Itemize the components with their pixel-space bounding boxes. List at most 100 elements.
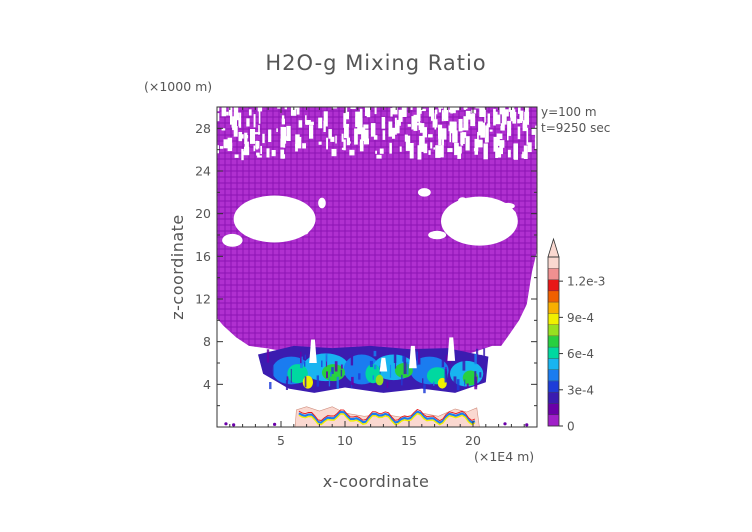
moisture-streak [330, 371, 332, 377]
surface-speck [232, 423, 236, 427]
upper-gap-streak [346, 137, 350, 146]
moisture-streak [422, 378, 424, 385]
dry-cell-fragment [490, 235, 501, 239]
upper-gap-streak [474, 138, 478, 155]
upper-gap-streak [519, 110, 524, 121]
upper-gap-streak [507, 120, 512, 136]
upper-gap-streak [396, 119, 400, 134]
x-tick-label: 10 [337, 433, 353, 448]
colorbar-level [548, 290, 559, 303]
moisture-cell [302, 375, 313, 389]
upper-gap-streak [257, 155, 262, 158]
chart-title: H2O-g Mixing Ratio [265, 51, 486, 75]
upper-gap-streak [420, 123, 425, 133]
colorbar-level [548, 268, 559, 280]
moisture-cell [375, 374, 384, 386]
moisture-streak [483, 348, 486, 359]
surface-speck [273, 422, 277, 426]
upper-gap-streak [403, 107, 405, 110]
upper-gap-streak [345, 107, 348, 112]
moisture-streak [321, 360, 323, 368]
upper-gap-streak [330, 136, 335, 142]
upper-gap-streak [496, 133, 500, 146]
moisture-streak [340, 364, 343, 369]
plot-frame [216, 106, 538, 428]
upper-gap-streak [250, 129, 256, 144]
moisture-streak [441, 358, 445, 368]
upper-gap-streak [522, 120, 528, 132]
upper-gap-streak [281, 118, 285, 125]
upper-gap-streak [258, 125, 260, 135]
annotation-time: t=9250 sec [541, 121, 610, 135]
upper-gap-streak [392, 127, 396, 139]
upper-gap-streak [295, 143, 298, 152]
upper-gap-streak [281, 115, 285, 122]
colorbar-tick-label: 9e-4 [567, 311, 594, 325]
upper-gap-streak [486, 123, 491, 128]
upper-gap-streak [239, 112, 242, 128]
moisture-streak [462, 357, 466, 371]
colorbar-level [548, 302, 559, 314]
upper-gap-streak [262, 133, 265, 144]
colorbar-level [548, 392, 559, 404]
moisture-streak [445, 367, 447, 374]
dry-cell-fragment [246, 203, 256, 210]
upper-gap-streak [331, 107, 337, 109]
surface-speck [525, 423, 529, 427]
upper-gap-streak [478, 139, 483, 148]
upper-gap-streak [422, 129, 425, 146]
dry-cell-fragment [256, 228, 266, 238]
moisture-cell [287, 364, 308, 384]
upper-gap-streak [359, 108, 363, 121]
upper-gap-streak [349, 141, 351, 144]
upper-gap-streak [246, 118, 250, 127]
upper-gap-streak [454, 142, 459, 156]
upper-gap-streak [219, 146, 224, 149]
colorbar-tick-label: 0 [567, 420, 575, 434]
colorbar-tick-label: 6e-4 [567, 347, 594, 361]
upper-gap-streak [230, 142, 233, 148]
surface-moisture-contour-outer [298, 408, 476, 422]
upper-gap-streak [405, 135, 411, 151]
upper-gap-streak [244, 146, 250, 156]
moisture-streak [304, 354, 306, 359]
upper-gap-streak [381, 117, 386, 129]
upper-gap-streak [470, 113, 476, 127]
upper-gap-streak [305, 120, 311, 125]
moisture-streak [406, 361, 409, 375]
moisture-streak [433, 381, 435, 386]
moisture-streak [373, 364, 377, 370]
upper-gap-streak [419, 135, 425, 152]
upper-gap-streak [361, 127, 366, 141]
upper-gap-streak [463, 116, 469, 131]
upper-gap-streak [518, 107, 521, 114]
dry-cell-fragment [302, 224, 310, 235]
upper-gap-streak [443, 107, 449, 121]
upper-gap-streak [497, 151, 502, 158]
upper-gap-streak [310, 121, 314, 125]
upper-gap-streak [493, 108, 496, 126]
upper-gap-streak [253, 114, 256, 128]
moisture-streak [474, 353, 477, 365]
upper-gap-streak [326, 137, 328, 150]
colorbar-frame [547, 256, 560, 427]
upper-gap-streak [283, 136, 289, 141]
moisture-streak [286, 376, 289, 381]
upper-gap-streak [526, 127, 529, 145]
upper-gap-streak [430, 142, 433, 149]
surface-moisture-contour [298, 410, 476, 424]
colorbar-level [548, 257, 559, 269]
upper-gap-streak [241, 148, 244, 161]
upper-gap-streak [478, 121, 483, 136]
upper-gap-streak [499, 107, 505, 115]
dry-cell-fragment [477, 196, 493, 207]
upper-gap-streak [268, 129, 272, 142]
moisture-streak [274, 368, 276, 377]
moisture-streak [476, 348, 479, 359]
colorbar-level [548, 313, 559, 325]
upper-gap-streak [417, 145, 422, 160]
dry-cell-fragment [488, 211, 496, 218]
upper-gap-streak [370, 123, 376, 137]
moisture-streak [369, 360, 373, 368]
